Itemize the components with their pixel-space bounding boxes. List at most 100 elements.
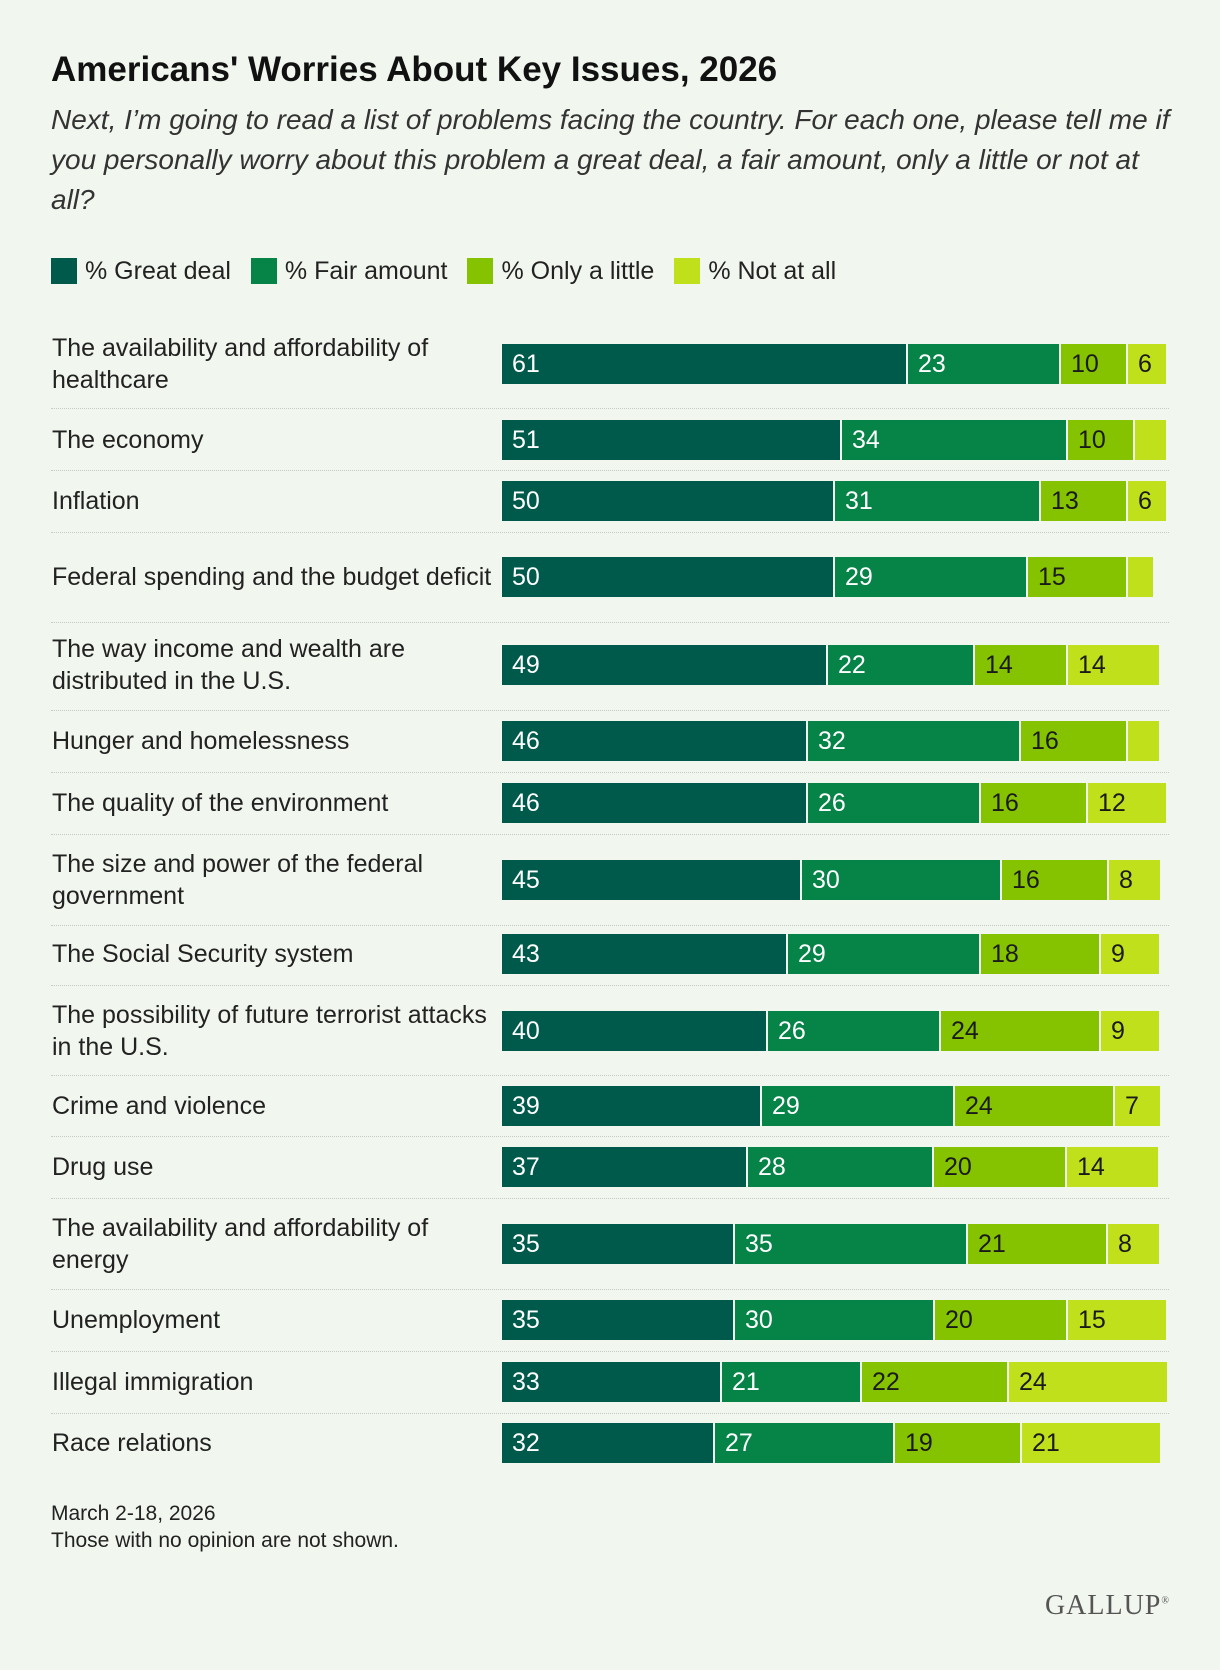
bar-segment: 37 bbox=[502, 1147, 748, 1187]
category-label-text: Federal spending and the budget deficit bbox=[52, 563, 492, 591]
data-label: 6 bbox=[1138, 349, 1152, 378]
data-label: 33 bbox=[512, 1367, 540, 1396]
data-label: 28 bbox=[758, 1152, 786, 1181]
category-label-text: Hunger and homelessness bbox=[52, 727, 350, 755]
data-label: 26 bbox=[818, 788, 846, 817]
bar-segment: 32 bbox=[502, 1423, 715, 1463]
bar-segment: 10 bbox=[1061, 344, 1128, 384]
data-label: 29 bbox=[798, 939, 826, 968]
bar-segment: 29 bbox=[835, 557, 1028, 597]
row-divider bbox=[51, 1413, 1169, 1414]
bar-segment: 6 bbox=[1128, 481, 1168, 521]
category-label: The Social Security system bbox=[52, 918, 492, 990]
category-label-text: Unemployment bbox=[52, 1306, 221, 1334]
bar-segment: 23 bbox=[908, 344, 1061, 384]
data-label: 16 bbox=[991, 788, 1019, 817]
bar-segment: 35 bbox=[735, 1224, 968, 1264]
trademark-symbol: ® bbox=[1161, 1595, 1170, 1607]
bar-segment: 12 bbox=[1088, 783, 1168, 823]
chart-footnote: March 2-18, 2026 Those with no opinion a… bbox=[51, 1500, 399, 1554]
data-label: 37 bbox=[512, 1152, 540, 1181]
data-label: 10 bbox=[1071, 349, 1099, 378]
data-label: 45 bbox=[512, 865, 540, 894]
data-label: 23 bbox=[918, 349, 946, 378]
category-label-text: The size and power of the federal govern… bbox=[52, 850, 424, 910]
bar-segment: 15 bbox=[1068, 1300, 1168, 1340]
bar-segment: 33 bbox=[502, 1362, 722, 1402]
legend-swatch-fair-amount bbox=[250, 258, 277, 284]
data-label: 39 bbox=[512, 1091, 540, 1120]
chart-title: Americans' Worries About Key Issues, 202… bbox=[51, 50, 778, 89]
category-label: The possibility of future terrorist atta… bbox=[52, 995, 492, 1067]
category-label-text: The quality of the environment bbox=[52, 789, 389, 817]
data-label: 21 bbox=[1032, 1428, 1060, 1457]
category-label: The size and power of the federal govern… bbox=[52, 844, 492, 916]
bar-segment: 39 bbox=[502, 1086, 762, 1126]
data-label: 29 bbox=[845, 562, 873, 591]
bar-segment: 19 bbox=[895, 1423, 1022, 1463]
data-label: 20 bbox=[944, 1152, 972, 1181]
row-divider bbox=[51, 985, 1169, 986]
data-label: 14 bbox=[1078, 650, 1106, 679]
legend-item-only-a-little: % Only a little bbox=[467, 257, 654, 286]
data-label: 35 bbox=[512, 1229, 540, 1258]
data-label: 24 bbox=[1019, 1367, 1047, 1396]
data-label: 9 bbox=[1111, 1016, 1125, 1045]
legend-label-only-a-little: % Only a little bbox=[501, 256, 655, 285]
category-label: Illegal immigration bbox=[52, 1346, 492, 1418]
category-label: Race relations bbox=[52, 1407, 492, 1479]
bar-segment: 9 bbox=[1101, 1011, 1161, 1051]
bar-segment: 14 bbox=[1067, 1147, 1160, 1187]
bar-segment: 13 bbox=[1041, 481, 1128, 521]
data-label: 46 bbox=[512, 788, 540, 817]
category-label: The availability and affordability of he… bbox=[52, 328, 492, 400]
category-label-text: Illegal immigration bbox=[52, 1368, 254, 1396]
row-divider bbox=[51, 925, 1169, 926]
data-label: 22 bbox=[872, 1367, 900, 1396]
category-label-text: The possibility of future terrorist atta… bbox=[52, 1001, 487, 1061]
bar-segment: 9 bbox=[1101, 934, 1161, 974]
category-label: The economy bbox=[52, 404, 492, 476]
row-divider bbox=[51, 834, 1169, 835]
data-label: 31 bbox=[845, 486, 873, 515]
category-label-text: The availability and affordability of en… bbox=[52, 1214, 429, 1274]
category-label: Drug use bbox=[52, 1131, 492, 1203]
row-divider bbox=[51, 622, 1169, 623]
data-label: 15 bbox=[1038, 562, 1066, 591]
data-label: 14 bbox=[985, 650, 1013, 679]
bar-segment: 16 bbox=[1002, 860, 1109, 900]
row-divider bbox=[51, 1289, 1169, 1290]
row-divider bbox=[51, 1351, 1169, 1352]
bar-segment: 10 bbox=[1068, 420, 1135, 460]
data-label: 35 bbox=[512, 1305, 540, 1334]
legend-label-great-deal: % Great deal bbox=[85, 256, 231, 285]
bar-segment: 28 bbox=[748, 1147, 934, 1187]
data-label: 32 bbox=[818, 726, 846, 755]
data-label: 7 bbox=[1125, 1091, 1139, 1120]
bar-segment: 49 bbox=[502, 645, 828, 685]
data-label: 22 bbox=[838, 650, 866, 679]
bar-segment: 22 bbox=[828, 645, 975, 685]
survey-date: March 2-18, 2026 bbox=[51, 1502, 216, 1525]
data-label: 35 bbox=[745, 1229, 773, 1258]
bar-segment: 20 bbox=[934, 1147, 1067, 1187]
legend-label-not-at-all: % Not at all bbox=[708, 256, 837, 285]
bar-segment: 15 bbox=[1028, 557, 1128, 597]
legend-swatch-not-at-all bbox=[674, 258, 701, 284]
no-opinion-note: Those with no opinion are not shown. bbox=[51, 1529, 399, 1552]
row-divider bbox=[51, 1198, 1169, 1199]
bar-segment: 32 bbox=[808, 721, 1021, 761]
bar-segment: 31 bbox=[835, 481, 1041, 521]
data-label: 34 bbox=[852, 425, 880, 454]
legend-swatch-great-deal bbox=[51, 258, 77, 284]
data-label: 24 bbox=[951, 1016, 979, 1045]
bar-segment: 21 bbox=[1022, 1423, 1162, 1463]
bar-segment: 26 bbox=[808, 783, 981, 823]
category-label: Unemployment bbox=[52, 1284, 492, 1356]
data-label: 10 bbox=[1078, 425, 1106, 454]
bar-segment: 35 bbox=[502, 1300, 735, 1340]
bar-segment: 29 bbox=[762, 1086, 955, 1126]
data-label: 24 bbox=[965, 1091, 993, 1120]
bar-segment: 21 bbox=[722, 1362, 862, 1402]
legend-item-not-at-all: % Not at all bbox=[674, 257, 836, 286]
